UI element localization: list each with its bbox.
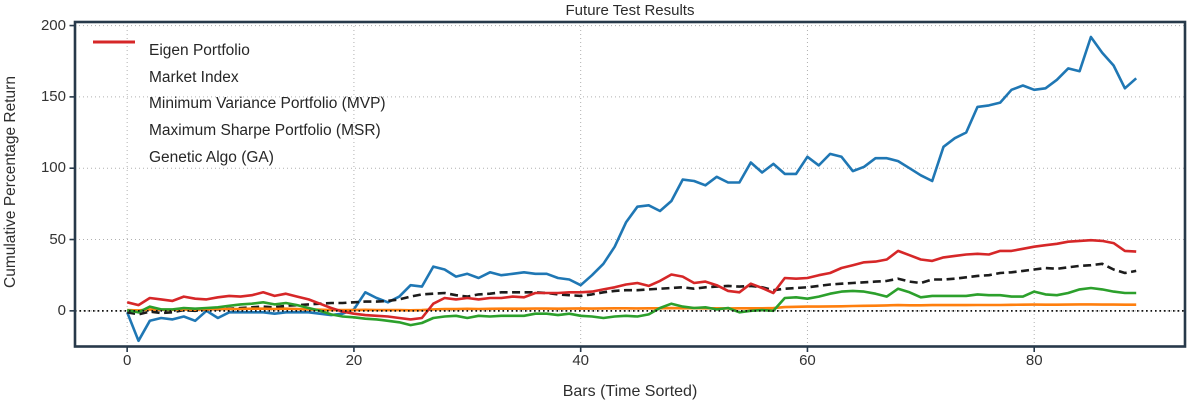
legend-label: Market Index (149, 68, 239, 86)
legend-item-market-index: Market Index (92, 40, 386, 92)
legend-item-minimum-variance-portfolio-mvp: Minimum Variance Portfolio (MVP) (92, 40, 386, 118)
plot-spines (73, 20, 1187, 348)
y-tick-label-0: 0 (57, 301, 66, 319)
chart-title: Future Test Results (565, 2, 695, 19)
y-tick-label-50: 50 (49, 230, 66, 248)
x-tick-label-20: 20 (345, 352, 363, 369)
x-tick-label-0: 0 (122, 352, 132, 369)
series-line-maximum-sharpe-portfolio-msr (126, 286, 1137, 327)
legend-item-eigen-portfolio: Eigen Portfolio (92, 38, 386, 65)
legend-label: Genetic Algo (GA) (149, 148, 274, 166)
legend: Eigen Portfolio Market Index Minimum Varia… (92, 38, 386, 171)
x-tick-label-40: 40 (572, 352, 590, 369)
series-line-genetic-algo-ga (126, 238, 1137, 321)
series-group (125, 35, 1138, 343)
legend-item-genetic-algo-ga: Genetic Algo (GA) (92, 40, 386, 171)
series-line-market-index (126, 262, 1137, 316)
y-tick-label-100: 100 (40, 159, 66, 177)
legend-label: Eigen Portfolio (149, 42, 250, 60)
series-line-eigen-portfolio (125, 35, 1138, 343)
legend-label: Maximum Sharpe Portfolio (MSR) (149, 122, 381, 140)
series-line-minimum-variance-portfolio-mvp (127, 303, 1137, 312)
x-tick-label-80: 80 (1025, 352, 1043, 369)
y-tick-label-150: 150 (40, 87, 66, 105)
x-axis-label: Bars (Time Sorted) (562, 383, 698, 400)
legend-label: Minimum Variance Portfolio (MVP) (149, 95, 386, 113)
y-tick-label-200: 200 (40, 16, 66, 34)
x-tick-label-60: 60 (799, 352, 816, 369)
legend-item-maximum-sharpe-portfolio-msr: Maximum Sharpe Portfolio (MSR) (92, 40, 386, 145)
